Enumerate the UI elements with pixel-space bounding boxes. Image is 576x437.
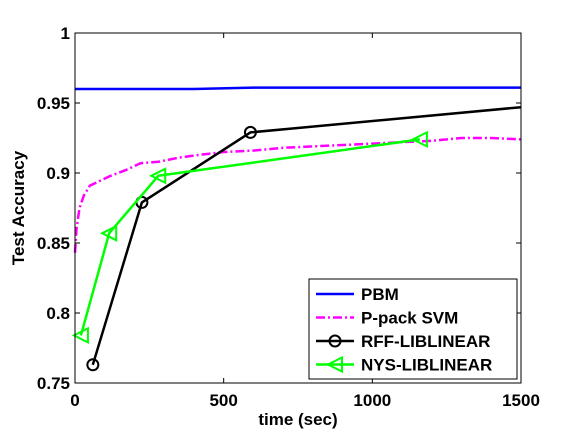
- series-line: [75, 86, 521, 91]
- data-point-marker: [149, 167, 167, 185]
- y-tick-label: 0.95: [37, 94, 70, 113]
- x-tick-label: 1500: [502, 391, 540, 410]
- series-layer: [71, 86, 522, 372]
- y-tick-label: 0.8: [46, 304, 70, 323]
- data-point-marker: [410, 130, 428, 149]
- y-tick-label: 1: [61, 24, 70, 43]
- legend-label: PBM: [361, 285, 399, 304]
- legend-label: NYS-LIBLINEAR: [361, 356, 492, 375]
- series-pbm: [75, 86, 521, 91]
- data-point-marker: [71, 326, 89, 345]
- y-tick-label: 0.75: [37, 374, 70, 393]
- axis-layer: 0 500 1000 1500 0.75 0.8 0.85 0.9 0.95 1: [37, 24, 540, 410]
- data-point-marker: [99, 224, 118, 242]
- x-tick-label: 1000: [353, 391, 391, 410]
- legend-marker: [325, 355, 343, 374]
- series-line: [91, 105, 522, 366]
- x-tick-label: 0: [70, 391, 79, 410]
- legend: PBM P-pack SVM RFF-LIBLINEAR NYS-LIBLINEAR: [308, 278, 518, 380]
- y-tick-label: 0.85: [37, 234, 70, 253]
- series-nys-liblinear: [71, 130, 428, 345]
- legend-label: P-pack SVM: [361, 309, 458, 328]
- plot-frame: [74, 32, 522, 384]
- series-rff-liblinear: [86, 105, 522, 372]
- legend-box: [308, 278, 518, 380]
- x-axis-title: time (sec): [258, 410, 337, 429]
- y-axis-title: Test Accuracy: [9, 150, 28, 265]
- data-point-marker: [243, 125, 257, 139]
- legend-label: RFF-LIBLINEAR: [361, 332, 490, 351]
- series-line: [79, 138, 421, 336]
- y-tick-label: 0.9: [46, 164, 70, 183]
- data-point-marker: [86, 358, 100, 372]
- x-tick-label: 500: [209, 391, 237, 410]
- legend-marker: [328, 334, 342, 348]
